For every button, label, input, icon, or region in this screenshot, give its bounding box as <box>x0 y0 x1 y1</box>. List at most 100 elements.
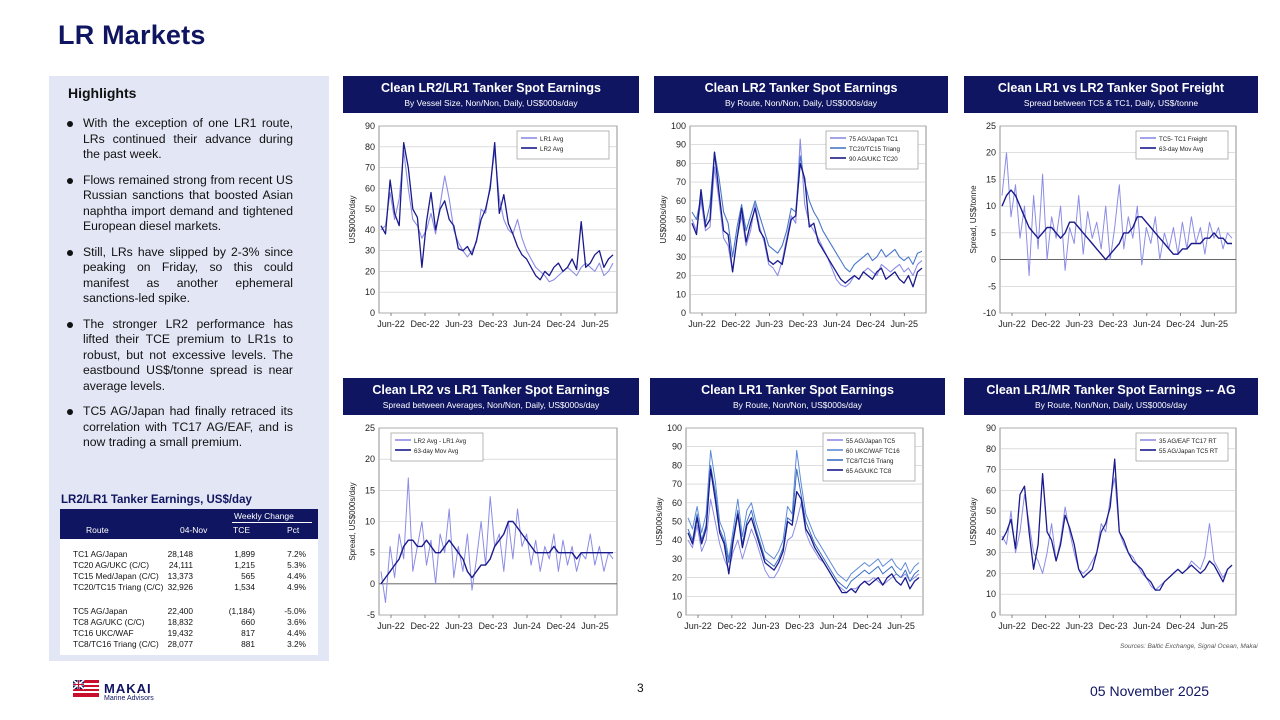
x-tick-label: Jun-23 <box>752 621 780 631</box>
y-tick-label: 15 <box>365 485 375 495</box>
y-axis-label: Spread, US$000s/day <box>348 482 357 560</box>
pct-change-cell: 4.4% <box>287 571 306 581</box>
y-tick-label: 10 <box>986 589 996 599</box>
chart-header: Clean LR2 Tanker Spot Earnings By Route, … <box>654 76 948 113</box>
legend-label: 65 AG/UKC TC8 <box>846 468 892 475</box>
legend: 35 AG/EAF TC17 RT 55 AG/Japan TC5 RT <box>1135 432 1229 462</box>
earnings-table-header: Weekly Change Route 04-Nov TCE Pct <box>60 509 318 539</box>
y-tick-label: 60 <box>986 485 996 495</box>
y-tick-label: 25 <box>986 121 996 131</box>
x-tick-label: Dec-24 <box>856 319 885 329</box>
series-line <box>687 449 920 582</box>
route-cell: TC1 AG/Japan <box>73 549 128 559</box>
x-tick-label: Jun-25 <box>1201 621 1229 631</box>
highlights-panel: Highlights With the exception of one LR1… <box>49 76 329 661</box>
x-tick-label: Dec-23 <box>789 319 818 329</box>
value-cell: 28,077 <box>167 639 193 649</box>
y-tick-label: 90 <box>365 121 375 131</box>
y-tick-label: 90 <box>986 423 996 433</box>
series-line <box>380 141 614 281</box>
y-tick-label: 20 <box>986 568 996 578</box>
y-tick-label: 20 <box>986 148 996 158</box>
logo-tagline: Marine Advisors <box>104 695 154 702</box>
chart-plot: -10 -5 0 5 10 15 20 25 Jun-22 Dec-22 Jun-23 Dec-23 J… <box>969 121 1237 329</box>
col-tce: TCE <box>233 525 250 535</box>
y-tick-label: -5 <box>988 281 996 291</box>
chart-title: Clean LR1 Tanker Spot Earnings <box>701 383 894 397</box>
chart-header: Clean LR1 vs LR2 Tanker Spot Freight Spre… <box>964 76 1258 113</box>
legend-label: 35 AG/EAF TC17 RT <box>1159 438 1217 445</box>
y-tick-label: 0 <box>991 610 996 620</box>
x-tick-label: Dec-24 <box>546 621 575 631</box>
chart-title: Clean LR2 vs LR1 Tanker Spot Earnings <box>372 383 610 397</box>
pct-change-cell: 4.4% <box>287 628 306 638</box>
chart-title: Clean LR1/MR Tanker Spot Earnings -- AG <box>986 383 1236 397</box>
pct-change-cell: 4.9% <box>287 582 306 592</box>
table-row: TC16 UKC/WAF 19,432 817 4.4% <box>60 628 318 638</box>
series-line <box>1001 152 1233 277</box>
highlight-bullet: The stronger LR2 performance has lifted … <box>65 317 293 395</box>
legend: LR2 Avg - LR1 Avg 63-day Mov Avg <box>390 432 484 462</box>
series-line <box>687 464 920 590</box>
y-tick-label: 50 <box>986 506 996 516</box>
series-line <box>691 151 923 273</box>
legend: 75 AG/Japan TC1 TC20/TC15 Triang 90 AG/UKC… <box>825 130 919 170</box>
route-cell: TC5 AG/Japan <box>73 606 128 616</box>
value-cell: 22,400 <box>167 606 193 616</box>
legend-label: LR1 Avg <box>540 136 564 143</box>
legend: 55 AG/Japan TC5 60 UKC/WAF TC16 TC8/TC16 T… <box>822 432 916 482</box>
chart-subtitle: Spread between TC5 & TC1, Daily, US$/ton… <box>1023 98 1199 108</box>
x-tick-label: Dec-22 <box>410 621 439 631</box>
y-tick-label: 60 <box>676 196 686 206</box>
chart-2: Clean LR2 Tanker Spot Earnings By Route, … <box>654 76 948 339</box>
y-tick-label: 30 <box>986 548 996 558</box>
tce-change-cell: (1,184) <box>228 606 255 616</box>
x-tick-label: Dec-22 <box>721 319 750 329</box>
route-cell: TC20 AG/UKC (C/C) <box>73 560 150 570</box>
chart-header: Clean LR2 vs LR1 Tanker Spot Earnings Spr… <box>343 378 639 415</box>
series-line <box>1001 189 1232 261</box>
x-tick-label: Jun-24 <box>513 319 541 329</box>
weekly-change-header: Weekly Change <box>234 511 294 521</box>
chart-plot: 0 10 20 30 40 50 60 70 80 90 100 Jun-22 Dec-22 Jun-23… <box>659 121 927 329</box>
x-tick-label: Jun-25 <box>887 621 915 631</box>
legend-label: LR2 Avg <box>540 146 564 153</box>
pct-change-cell: 7.2% <box>287 549 306 559</box>
y-tick-label: 30 <box>365 246 375 256</box>
y-tick-label: -10 <box>983 308 996 318</box>
col-date: 04-Nov <box>180 525 208 535</box>
tce-change-cell: 1,534 <box>234 582 255 592</box>
y-tick-label: 10 <box>365 287 375 297</box>
y-axis-label: US$000s/day <box>969 497 978 545</box>
pct-change-cell: 3.6% <box>287 617 306 627</box>
chart-plot: 0 10 20 30 40 50 60 70 80 90 100 Jun-22 Dec-22 Jun-23… <box>655 423 924 631</box>
chart-header: Clean LR1/MR Tanker Spot Earnings -- AG B… <box>964 378 1258 415</box>
y-axis-label: Spread, US$/tonne <box>969 185 978 254</box>
y-axis-label: US$000s/day <box>659 195 668 243</box>
value-cell: 28,148 <box>167 549 193 559</box>
chart-header: Clean LR1 Tanker Spot Earnings By Route, … <box>650 378 945 415</box>
x-tick-label: Dec-22 <box>1031 319 1060 329</box>
series-line <box>691 151 923 288</box>
x-tick-label: Dec-23 <box>478 621 507 631</box>
highlights-title: Highlights <box>68 85 137 101</box>
route-cell: TC16 UKC/WAF <box>73 628 134 638</box>
x-tick-label: Jun-22 <box>998 319 1026 329</box>
table-row: TC8/TC16 Triang (C/C) 28,077 881 3.2% <box>60 639 318 649</box>
y-tick-label: 90 <box>676 140 686 150</box>
x-tick-label: Dec-24 <box>1166 621 1195 631</box>
chart-3: Clean LR1 vs LR2 Tanker Spot Freight Spre… <box>964 76 1258 339</box>
highlight-bullet: Still, LRs have slipped by 2-3% since pe… <box>65 245 293 307</box>
route-cell: TC20/TC15 Triang (C/C) <box>73 582 164 592</box>
x-tick-label: Jun-22 <box>688 319 716 329</box>
tce-change-cell: 817 <box>241 628 255 638</box>
value-cell: 24,111 <box>168 560 193 570</box>
chart-5: Clean LR1 Tanker Spot Earnings By Route, … <box>650 378 945 641</box>
route-cell: TC8 AG/UKC (C/C) <box>73 617 145 627</box>
x-tick-label: Dec-22 <box>410 319 439 329</box>
highlights-list: With the exception of one LR1 route, LRs… <box>65 116 293 461</box>
chart-subtitle: By Route, Non/Non, Daily, US$000s/day <box>725 98 877 108</box>
legend-label: TC5- TC1 Freight <box>1159 136 1207 143</box>
value-cell: 13,373 <box>167 571 193 581</box>
chart-title: Clean LR2 Tanker Spot Earnings <box>704 81 898 95</box>
